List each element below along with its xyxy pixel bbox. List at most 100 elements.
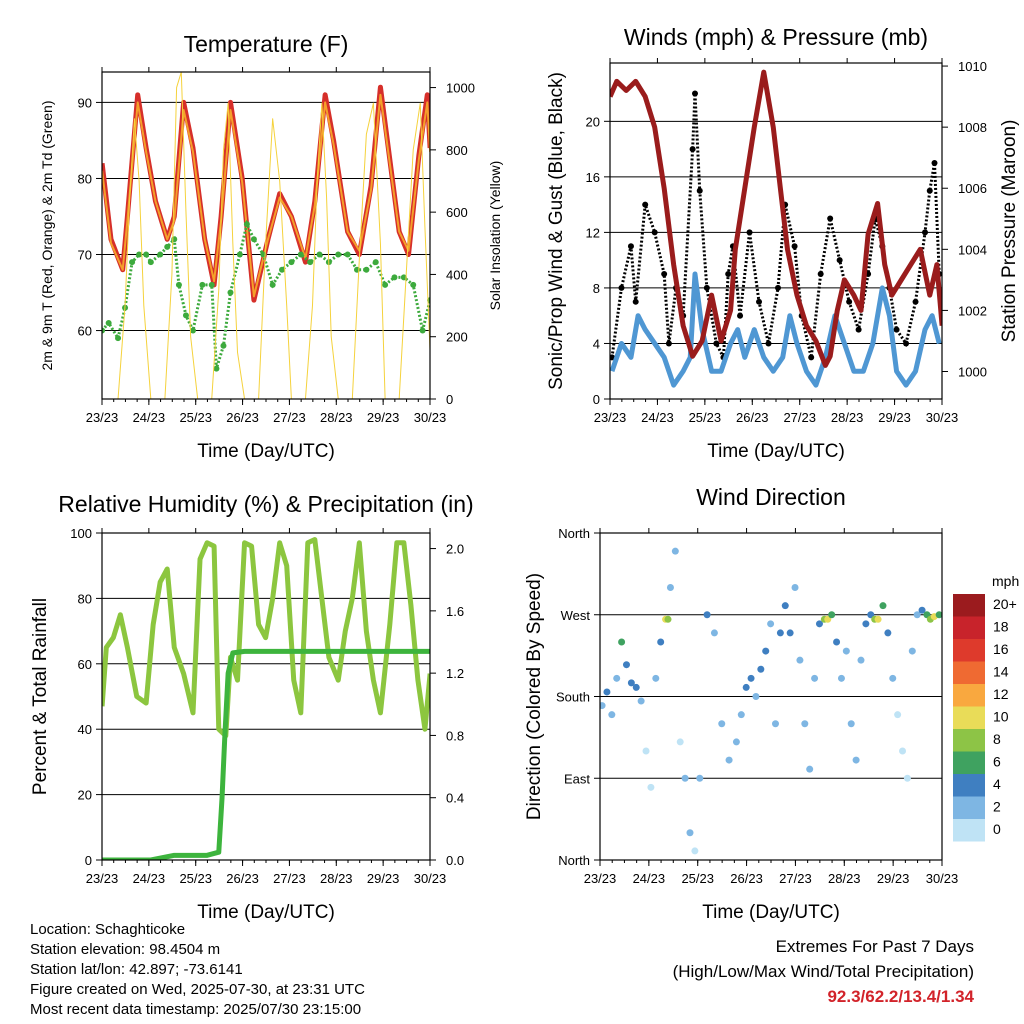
direction-point — [791, 584, 799, 591]
direction-point — [600, 702, 606, 710]
direction-point — [833, 638, 841, 646]
x-tick-label: 30/23 — [926, 410, 959, 425]
y-tick-label-right: 1.6 — [446, 604, 464, 619]
y-tick-label-right: 2.0 — [446, 542, 464, 557]
colorbar-swatch — [953, 819, 985, 842]
series-1-line — [102, 93, 430, 298]
direction-point — [879, 602, 887, 610]
direction-point — [806, 765, 814, 773]
plot-area — [102, 537, 430, 860]
direction-point — [852, 756, 860, 764]
colorbar-label: 12 — [993, 686, 1009, 702]
series-1-line — [610, 271, 942, 388]
y-tick-label: 8 — [593, 281, 600, 296]
x-tick-label: 29/23 — [367, 871, 400, 886]
y-tick-label: 0 — [85, 853, 92, 868]
colorbar-label: 4 — [993, 776, 1001, 792]
y-tick-label: 100 — [70, 526, 92, 541]
x-tick-label: 30/23 — [414, 871, 447, 886]
direction-point — [899, 747, 907, 755]
y-tick-label-right: 400 — [446, 267, 468, 282]
x-tick-label: 25/23 — [179, 871, 212, 886]
direction-point — [718, 720, 726, 728]
y-tick-label: 40 — [78, 722, 92, 737]
direction-point — [862, 620, 870, 628]
station-elevation: Station elevation: 98.4504 m — [30, 941, 221, 958]
chart-temperature: Temperature (F) Time (Day/UTC) 2m & 9m T (… — [39, 31, 503, 462]
x-tick-label: 30/23 — [414, 410, 447, 425]
colorbar-swatch — [953, 774, 985, 797]
x-tick-label: 29/23 — [367, 410, 400, 425]
y-tick-label: 0 — [593, 392, 600, 407]
colorbar-label: 20+ — [993, 596, 1017, 612]
direction-point — [632, 683, 640, 691]
plot-area — [102, 72, 430, 399]
x-tick-label: 25/23 — [681, 871, 714, 886]
direction-point — [824, 615, 832, 623]
direction-point — [622, 661, 630, 669]
direction-point — [642, 747, 650, 755]
plot-frame — [599, 532, 943, 861]
data-point — [382, 281, 389, 288]
extremes-subtitle: (High/Low/Max Wind/Total Precipitation) — [672, 962, 974, 981]
plot-frame — [101, 532, 431, 861]
x-tick-label: 24/23 — [133, 410, 166, 425]
x-axis-label: Time (Day/UTC) — [197, 902, 335, 923]
direction-point — [781, 602, 789, 610]
figure-created: Figure created on Wed, 2025-07-30, at 23… — [30, 981, 365, 998]
direction-point — [676, 738, 684, 746]
y-tick-label: 80 — [78, 591, 92, 606]
x-tick-label: 29/23 — [877, 871, 910, 886]
colorbar-swatch — [953, 639, 985, 662]
direction-points — [600, 547, 942, 855]
plot-area — [600, 547, 942, 855]
direction-point — [867, 611, 875, 619]
direction-point — [828, 611, 836, 619]
direction-point — [767, 620, 775, 628]
series-2-line — [610, 69, 942, 368]
direction-point — [935, 611, 942, 619]
colorbar-label: 14 — [993, 664, 1009, 680]
x-tick-label: 26/23 — [226, 410, 259, 425]
direction-point — [671, 547, 679, 555]
station-location: Location: Schaghticoke — [30, 921, 186, 938]
colorbar-label: 10 — [993, 709, 1009, 725]
direction-point — [786, 629, 794, 637]
direction-point — [874, 615, 882, 623]
direction-point — [908, 647, 916, 655]
plot-frame — [101, 71, 431, 400]
y-axis-label: Percent & Total Rainfall — [30, 598, 51, 795]
y-tick-label-right: 1010 — [958, 59, 987, 74]
x-tick-label: 25/23 — [689, 410, 722, 425]
x-tick-label: 27/23 — [273, 871, 306, 886]
y-tick-label: 12 — [586, 225, 600, 240]
colorbar-label: 16 — [993, 641, 1009, 657]
y-tick-label-right: 1000 — [446, 81, 475, 96]
direction-point — [686, 829, 694, 837]
y-tick-label-right: 800 — [446, 143, 468, 158]
direction-point — [837, 674, 845, 682]
direction-point — [903, 774, 911, 782]
x-tick-label: 29/23 — [878, 410, 911, 425]
colorbar-label: 8 — [993, 731, 1001, 747]
y-axis-label-right: Solar Insolation (Yellow) — [487, 161, 503, 311]
colorbar-swatch — [953, 616, 985, 639]
y-tick-label: 70 — [78, 248, 92, 263]
x-tick-label: 26/23 — [736, 410, 769, 425]
chart-wind_direction: Wind Direction Time (Day/UTC) Direction (C… — [524, 484, 1019, 923]
y-tick-label: East — [564, 771, 590, 786]
station-latlon: Station lat/lon: 42.897; -73.6141 — [30, 961, 243, 978]
y-tick-label: 60 — [78, 324, 92, 339]
direction-point — [608, 711, 616, 719]
direction-point — [747, 674, 755, 682]
y-tick-label-right: 1006 — [958, 181, 987, 196]
direction-point — [637, 697, 645, 705]
colorbar-label: 6 — [993, 754, 1001, 770]
direction-point — [889, 674, 897, 682]
direction-point — [603, 688, 611, 696]
direction-point — [732, 738, 740, 746]
y-tick-label: North — [558, 853, 590, 868]
x-tick-label: 30/23 — [926, 871, 959, 886]
y-tick-label: 16 — [586, 170, 600, 185]
direction-point — [918, 606, 926, 614]
